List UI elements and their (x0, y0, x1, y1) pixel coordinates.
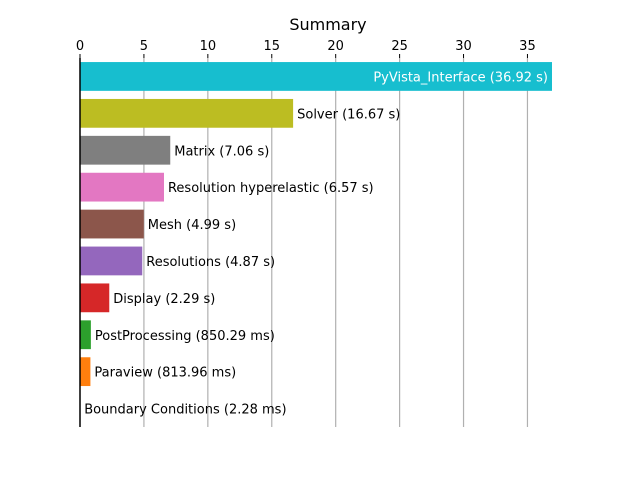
bar-label: Resolution hyperelastic (6.57 s) (168, 181, 374, 196)
bar-label: Solver (16.67 s) (297, 107, 400, 122)
bar-pyvista-interface (80, 62, 552, 91)
bar-matrix (80, 135, 171, 165)
bar-labels: PyVista_Interface (36.92 s) Solver (16.67… (84, 70, 548, 417)
x-tick-label: 25 (391, 39, 408, 54)
x-tick-label: 0 (76, 39, 84, 54)
bar-label: Matrix (7.06 s) (174, 144, 269, 159)
bar-label: Mesh (4.99 s) (148, 218, 236, 233)
bar-solver (80, 98, 294, 128)
x-tick-label: 30 (455, 39, 472, 54)
bar-label: PyVista_Interface (36.92 s) (373, 70, 548, 85)
bars (80, 62, 552, 423)
bar-label: PostProcessing (850.29 ms) (95, 329, 275, 344)
x-tick-label: 35 (519, 39, 536, 54)
x-tick-label: 20 (327, 39, 344, 54)
chart-title: Summary (289, 15, 366, 34)
bar-label: Boundary Conditions (2.28 ms) (84, 403, 286, 418)
bar-mesh (80, 209, 144, 239)
bar-label: Paraview (813.96 ms) (94, 366, 236, 381)
bar-resolutions (80, 246, 143, 276)
x-tick-label: 5 (140, 39, 148, 54)
bar-label: Resolutions (4.87 s) (146, 255, 275, 270)
bar-resolution-hyperelastic (80, 172, 164, 202)
bar-label: Display (2.29 s) (113, 292, 215, 307)
x-tick-label: 10 (200, 39, 217, 54)
bar-display (80, 283, 110, 313)
x-axis-ticks: 0 5 10 15 20 25 30 35 (76, 39, 536, 58)
x-tick-label: 15 (263, 39, 280, 54)
bar-postprocessing (80, 320, 91, 350)
bar-paraview (80, 357, 91, 387)
